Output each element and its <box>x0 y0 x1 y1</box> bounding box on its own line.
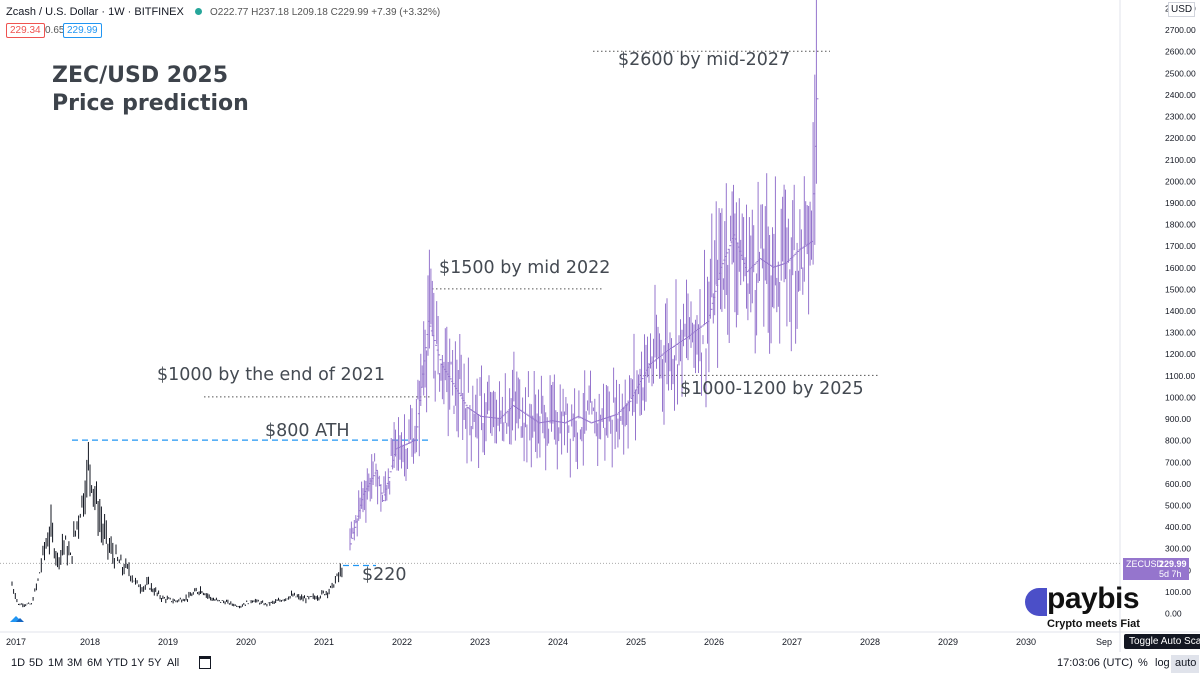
price-tag-countdown: 5d 7h <box>1159 569 1182 579</box>
y-tick-label: 600.00 <box>1165 479 1191 489</box>
range-5d[interactable]: 5D <box>29 657 44 669</box>
y-tick-label: 1500.00 <box>1165 284 1196 294</box>
bottom-toolbar: 1D 5D 1M 3M 6M YTD 1Y 5Y All 17:03:06 (U… <box>0 652 1200 675</box>
symbol-header: Zcash / U.S. Dollar · 1W · BITFINEX O222… <box>6 6 440 18</box>
spread-value: 0.65 <box>45 25 65 36</box>
range-1m[interactable]: 1M <box>48 657 64 669</box>
range-1y[interactable]: 1Y <box>131 657 145 669</box>
y-tick-label: 300.00 <box>1165 544 1191 554</box>
ohlc-values: O222.77 H237.18 L209.18 C229.99 +7.39 (+… <box>209 7 441 18</box>
currency-button[interactable]: USD <box>1168 2 1196 17</box>
y-tick-label: 1800.00 <box>1165 220 1196 230</box>
price-axis[interactable]: 0.00100.00200.00300.00400.00500.00600.00… <box>1165 4 1196 619</box>
title-line-2: Price prediction <box>52 91 249 116</box>
paybis-wordmark: paybis <box>1047 582 1140 615</box>
reference-lines <box>0 50 1122 567</box>
auto-scale-toggle[interactable]: auto <box>1175 657 1197 669</box>
y-tick-label: 2400.00 <box>1165 90 1196 100</box>
x-tick-label: 2018 <box>80 637 100 647</box>
annotation-end-2021: $1000 by the end of 2021 <box>157 365 386 385</box>
y-tick-label: 2100.00 <box>1165 155 1196 165</box>
history-candles <box>11 442 343 609</box>
x-tick-label: 2027 <box>782 637 802 647</box>
y-tick-label: 700.00 <box>1165 457 1191 467</box>
y-tick-label: 2000.00 <box>1165 176 1196 186</box>
y-tick-label: 1200.00 <box>1165 349 1196 359</box>
y-tick-label: 1600.00 <box>1165 263 1196 273</box>
y-tick-label: 100.00 <box>1165 587 1191 597</box>
time-axis[interactable]: 2017 2018 2019 2020 2021 2022 2023 2024 2025 2026… <box>6 637 1112 647</box>
annotation-mid-2022: $1500 by mid 2022 <box>439 258 611 278</box>
y-tick-label: 1000.00 <box>1165 392 1196 402</box>
range-1d[interactable]: 1D <box>11 657 26 669</box>
projection-candles <box>349 0 819 551</box>
range-all[interactable]: All <box>167 657 180 669</box>
x-tick-label: 2019 <box>158 637 178 647</box>
price-tag-price: 229.99 <box>1159 559 1187 569</box>
range-5y[interactable]: 5Y <box>148 657 162 669</box>
x-tick-label: 2023 <box>470 637 490 647</box>
range-ytd[interactable]: YTD <box>106 657 128 669</box>
y-tick-label: 800.00 <box>1165 436 1191 446</box>
y-tick-label: 500.00 <box>1165 500 1191 510</box>
range-6m[interactable]: 6M <box>87 657 103 669</box>
y-tick-label: 2200.00 <box>1165 133 1196 143</box>
x-tick-label: Sep <box>1096 637 1112 647</box>
x-tick-label: 2028 <box>860 637 880 647</box>
clock-time[interactable]: 17:03:06 (UTC) <box>1057 657 1133 669</box>
percent-toggle[interactable]: % <box>1138 657 1148 669</box>
y-tick-label: 2300.00 <box>1165 112 1196 122</box>
x-tick-label: 2022 <box>392 637 412 647</box>
y-tick-label: 1900.00 <box>1165 198 1196 208</box>
market-open-dot-icon <box>194 8 202 15</box>
y-tick-label: 400.00 <box>1165 522 1191 532</box>
x-tick-label: 2030 <box>1016 637 1036 647</box>
auto-scale-button-bg[interactable] <box>1171 655 1199 673</box>
annotation-ath: $800 ATH <box>265 421 350 441</box>
y-tick-label: 1300.00 <box>1165 328 1196 338</box>
annotation-2025: $1000-1200 by 2025 <box>680 379 864 399</box>
y-tick-label: 2500.00 <box>1165 68 1196 78</box>
y-tick-label: 2700.00 <box>1165 25 1196 35</box>
y-tick-label: 1400.00 <box>1165 306 1196 316</box>
x-tick-label: 2021 <box>314 637 334 647</box>
auto-scale-tooltip: Toggle Auto Scale <box>1124 634 1200 649</box>
last-price-tag: ZECUSD 229.99 5d 7h <box>1123 558 1189 580</box>
x-tick-label: 2017 <box>6 637 26 647</box>
y-tick-label: 900.00 <box>1165 414 1191 424</box>
x-tick-label: 2024 <box>548 637 568 647</box>
log-toggle[interactable]: log <box>1155 657 1170 669</box>
x-tick-label: 2020 <box>236 637 256 647</box>
date-range-icon[interactable] <box>199 656 211 669</box>
range-3m[interactable]: 3M <box>67 657 83 669</box>
x-tick-label: 2025 <box>626 637 646 647</box>
tradingview-logo-icon-wave <box>16 618 24 622</box>
x-tick-label: 2029 <box>938 637 958 647</box>
annotation-mid-2027: $2600 by mid-2027 <box>618 50 791 70</box>
annotation-220: $220 <box>362 565 407 585</box>
paybis-mark-icon <box>1025 588 1047 616</box>
y-tick-label: 0.00 <box>1165 609 1182 619</box>
x-tick-label: 2026 <box>704 637 724 647</box>
paybis-tagline: Crypto meets Fiat <box>1047 618 1140 630</box>
y-tick-label: 1100.00 <box>1165 371 1195 381</box>
bid-price[interactable]: 229.34 <box>6 23 45 38</box>
y-tick-label: 1700.00 <box>1165 241 1196 251</box>
ask-price[interactable]: 229.99 <box>63 23 102 38</box>
title-line-1: ZEC/USD 2025 <box>52 63 229 88</box>
y-tick-label: 2600.00 <box>1165 47 1196 57</box>
chart-title: ZEC/USD 2025 Price prediction <box>52 62 249 118</box>
price-tag-symbol: ZECUSD <box>1126 559 1164 569</box>
symbol-name: Zcash / U.S. Dollar · 1W · BITFINEX <box>6 6 184 18</box>
